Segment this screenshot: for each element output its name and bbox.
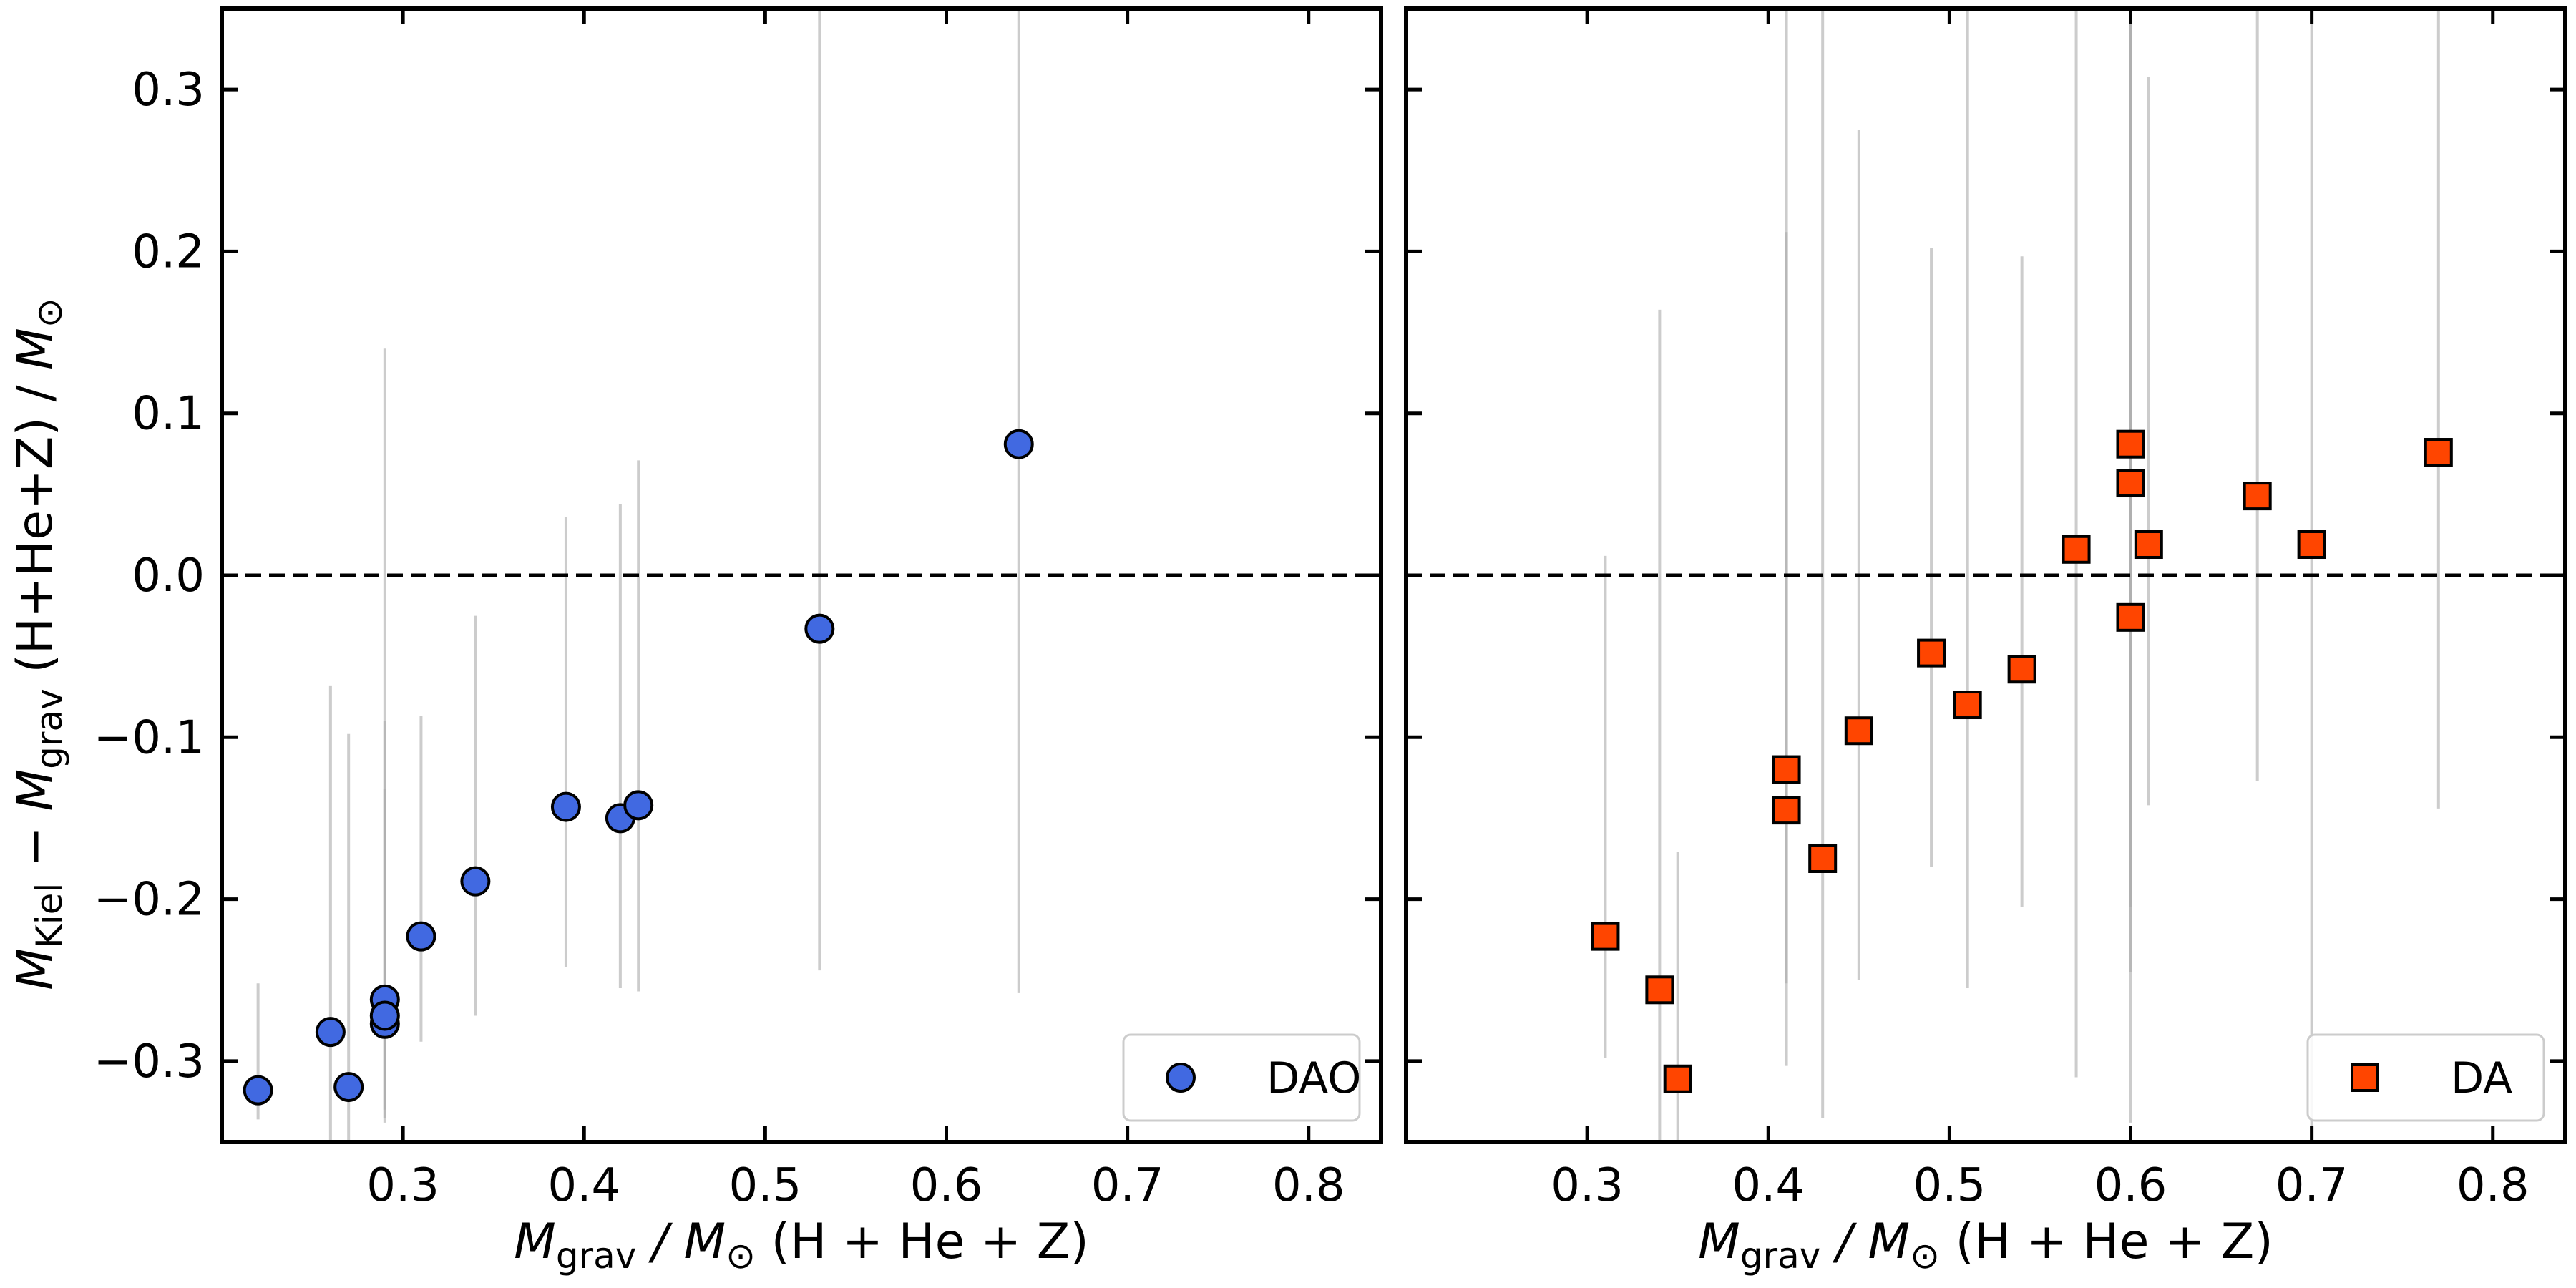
- data-point-da: [2007, 655, 2036, 684]
- y-tick-label: −0.1: [94, 711, 205, 764]
- plot-frame: [220, 6, 1383, 1144]
- markers-layer: [1591, 429, 2453, 1093]
- x-axis-title-left: Mgrav / M⊙ (H + He + Z): [514, 1214, 1089, 1277]
- data-point-da: [2062, 535, 2091, 564]
- data-point-da: [1591, 922, 1620, 951]
- x-tick-label: 0.8: [1272, 1159, 1345, 1212]
- x-tick-label: 0.4: [1732, 1159, 1805, 1212]
- x-tick-label: 0.6: [2094, 1159, 2167, 1212]
- y-tick-label: −0.2: [94, 874, 205, 927]
- data-point-da: [1953, 691, 1982, 720]
- data-point-da: [2116, 469, 2145, 498]
- data-point-da: [2116, 602, 2145, 632]
- data-point-dao: [623, 790, 654, 821]
- y-tick-label: 0.2: [132, 225, 205, 278]
- data-point-da: [1772, 796, 1801, 825]
- markers-layer: [243, 429, 1034, 1106]
- data-point-da: [2134, 530, 2163, 560]
- data-point-da: [1844, 716, 1873, 746]
- data-point-da: [2243, 482, 2272, 511]
- legend-box: [2306, 1033, 2545, 1122]
- y-tick-label: −0.3: [94, 1035, 205, 1088]
- x-tick-label: 0.5: [1913, 1159, 1986, 1212]
- legend-da: DA: [2306, 1033, 2545, 1122]
- data-point-da: [2116, 429, 2145, 459]
- x-tick-label: 0.6: [910, 1159, 983, 1212]
- x-tick-label: 0.7: [1091, 1159, 1164, 1212]
- legend-label: DA: [2451, 1053, 2512, 1103]
- x-tick-label: 0.4: [547, 1159, 620, 1212]
- legend-dao: DAO: [1122, 1033, 1361, 1122]
- legend-marker: [1166, 1063, 1196, 1093]
- data-point-da: [2297, 530, 2326, 560]
- panel-right-da: 0.3 0.4 0.5 0.6 0.7 0.8 DA: [1404, 6, 2567, 1212]
- data-point-dao: [804, 613, 835, 644]
- legend-label: DAO: [1267, 1053, 1361, 1103]
- data-point-da: [1663, 1064, 1692, 1093]
- legend-box: [1122, 1033, 1361, 1122]
- y-axis-title: MKiel − Mgrav (H+He+Z) / M⊙: [7, 298, 70, 990]
- x-tick-label: 0.3: [1551, 1159, 1624, 1212]
- data-point-dao: [243, 1075, 273, 1106]
- data-point-dao: [550, 791, 581, 822]
- x-tick-label: 0.8: [2457, 1159, 2529, 1212]
- data-point-dao: [460, 866, 491, 897]
- legend-marker: [2351, 1063, 2379, 1092]
- x-axis-title-right: Mgrav / M⊙ (H + He + Z): [1698, 1214, 2273, 1277]
- data-point-da: [1917, 638, 1946, 668]
- data-point-da: [1772, 755, 1801, 784]
- x-tick-label: 0.7: [2275, 1159, 2348, 1212]
- data-point-da: [1808, 844, 1838, 873]
- x-tick-label: 0.5: [728, 1159, 801, 1212]
- data-point-dao: [333, 1072, 364, 1103]
- y-tick-label: 0.3: [132, 64, 205, 117]
- panel-left-dao: 0.3 0.2 0.1 0.0 −0.1 −0.2 −0.3 0.3 0.4 0.5 0.6 0.7 0…: [94, 6, 1383, 1212]
- data-point-da: [2424, 438, 2453, 467]
- data-point-dao: [369, 1000, 400, 1031]
- y-tick-label: 0.1: [132, 388, 205, 441]
- axes-layer: 0.3 0.2 0.1 0.0 −0.1 −0.2 −0.3 0.3 0.4 0.5 0.6 0.7 0…: [94, 9, 1381, 1212]
- data-point-dao: [1003, 429, 1034, 459]
- data-point-da: [1645, 975, 1674, 1005]
- x-tick-label: 0.3: [366, 1159, 439, 1212]
- data-point-dao: [406, 921, 436, 952]
- y-tick-label: 0.0: [132, 550, 205, 602]
- data-point-dao: [315, 1017, 346, 1048]
- plot-frame: [1404, 6, 2567, 1144]
- errorbars-layer: [256, 9, 1020, 1142]
- axes-layer: 0.3 0.4 0.5 0.6 0.7 0.8: [1406, 9, 2565, 1212]
